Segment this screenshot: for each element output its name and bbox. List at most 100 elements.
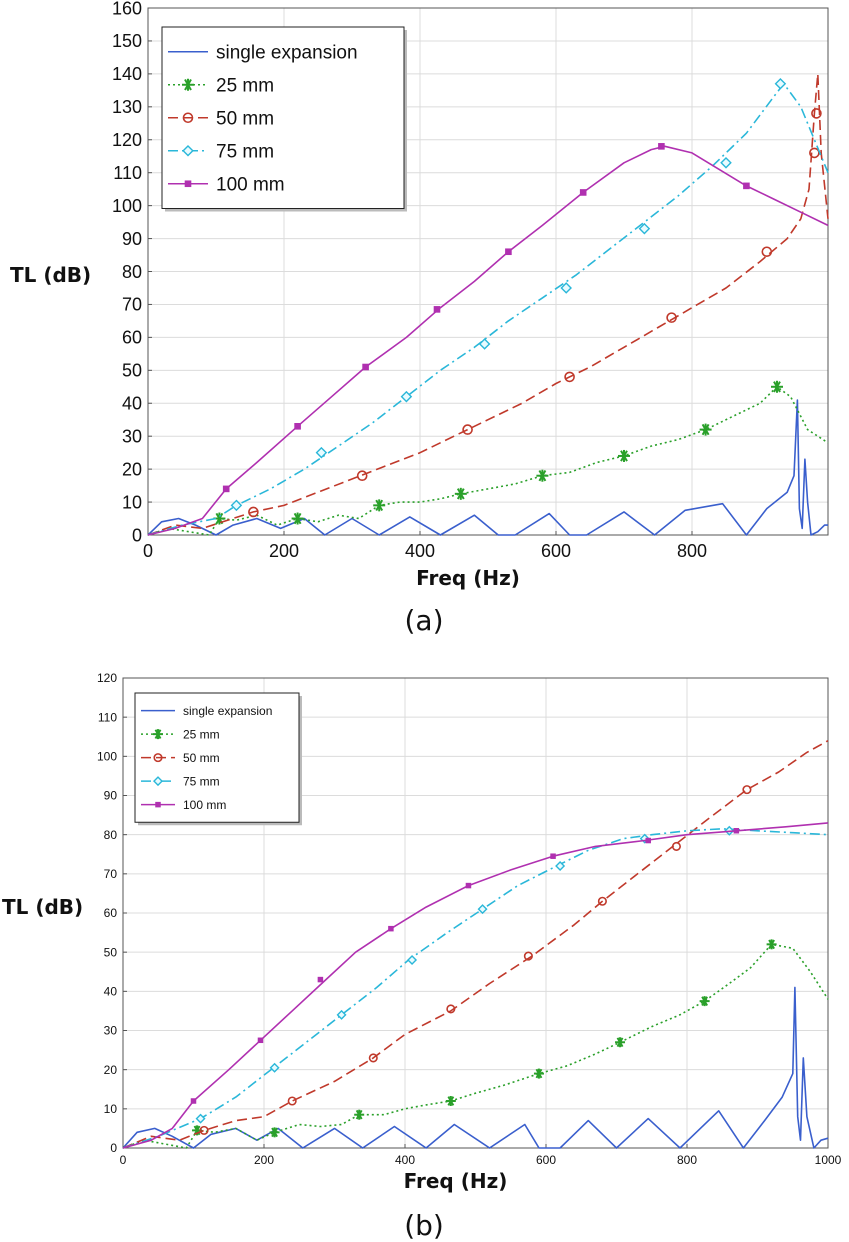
data-point [287, 1096, 297, 1106]
x-tick-label: 1000 [815, 1153, 842, 1167]
legend-marker [153, 776, 163, 787]
y-tick-label: 50 [122, 361, 142, 381]
legend: single expansion 25 mm 50 mm 75 mm 100 mm [134, 692, 302, 826]
x-axis-title: Freq (Hz) [404, 1169, 508, 1193]
legend: single expansion 25 mm 50 mm 75 mm 100 mm [161, 26, 407, 212]
x-tick-label: 200 [269, 541, 299, 561]
data-point [618, 449, 630, 462]
x-axis-title: Freq (Hz) [416, 566, 520, 590]
data-point [536, 469, 549, 482]
y-tick-label: 0 [110, 1141, 117, 1155]
data-point [615, 1037, 626, 1048]
data-point [666, 312, 677, 323]
data-point [445, 1096, 456, 1106]
data-point [462, 424, 473, 435]
data-point [291, 512, 304, 525]
data-point [269, 1062, 280, 1073]
data-point [336, 1009, 347, 1020]
data-point [743, 182, 750, 190]
y-tick-label: 30 [122, 426, 142, 446]
y-tick-label: 160 [112, 0, 142, 18]
data-point [550, 853, 556, 859]
x-tick-label: 600 [536, 1153, 556, 1167]
data-point [533, 1068, 544, 1079]
data-point [555, 861, 566, 871]
x-tick-label: 0 [143, 541, 153, 561]
legend-marker [182, 144, 194, 157]
y-axis-title: TL (dB) [10, 263, 91, 287]
y-tick-label: 70 [104, 867, 118, 881]
legend-entry-label: 75 mm [216, 141, 274, 162]
y-tick-label: 30 [104, 1024, 118, 1038]
data-point [222, 485, 230, 493]
data-point [195, 1113, 206, 1124]
data-point [564, 371, 575, 383]
data-point [478, 338, 491, 350]
data-point [190, 1098, 197, 1104]
legend-entry-label: 75 mm [183, 774, 220, 788]
panel-label: (b) [404, 1209, 444, 1242]
legend-marker [182, 112, 194, 124]
x-tick-label: 800 [677, 541, 707, 561]
data-point [523, 951, 533, 961]
y-tick-label: 90 [122, 229, 142, 249]
legend-marker [153, 753, 163, 763]
y-tick-label: 20 [104, 1063, 118, 1077]
data-point [315, 446, 328, 459]
data-point [771, 380, 783, 393]
data-point [465, 882, 472, 889]
data-point [477, 904, 488, 915]
legend-marker [153, 729, 163, 740]
y-tick-label: 110 [113, 163, 142, 183]
y-tick-label: 60 [104, 906, 118, 920]
y-tick-label: 130 [112, 97, 142, 117]
chart-panel-a: 0 10 20 30 40 50 60 70 80 90 100 110 120 130 140 150 160… [10, 0, 829, 637]
data-point [400, 390, 413, 403]
y-tick-label: 100 [112, 196, 142, 216]
y-tick-label: 100 [97, 750, 117, 764]
y-tick-label: 20 [122, 459, 142, 479]
legend-marker [155, 801, 161, 808]
series-line-50-mm [122, 740, 829, 1149]
data-point [811, 108, 822, 119]
legend-entry-label: 50 mm [183, 751, 220, 765]
y-tick-label: 80 [104, 828, 118, 842]
y-tick-label: 90 [104, 789, 118, 803]
chart-panel-b: 0 10 20 30 40 50 60 70 80 90 100 110 120 0 200 400 600 80… [2, 671, 842, 1242]
data-point [294, 423, 301, 430]
data-point [368, 1053, 378, 1063]
x-tick-label: 400 [395, 1153, 415, 1167]
series-line-single-expansion [147, 399, 828, 536]
legend-entry-label: 100 mm [183, 798, 226, 812]
y-tick-label: 10 [122, 492, 142, 512]
data-point [733, 828, 740, 834]
data-point [579, 189, 587, 196]
data-point [362, 363, 369, 371]
y-tick-label: 60 [122, 328, 142, 348]
data-point [505, 248, 512, 256]
legend-marker [182, 78, 194, 91]
data-point [454, 487, 467, 500]
legend-entry-label: single expansion [183, 704, 272, 718]
data-point [269, 1127, 280, 1138]
y-tick-label: 110 [98, 710, 117, 724]
y-tick-label: 120 [112, 130, 142, 150]
y-tick-label: 50 [104, 945, 118, 959]
data-point [248, 506, 259, 518]
x-tick-label: 200 [254, 1153, 274, 1167]
data-point [774, 77, 787, 90]
series-line-single-expansion [122, 986, 829, 1149]
legend-marker [184, 180, 192, 188]
legend-entry-label: single expansion [216, 42, 358, 63]
x-tick-label: 400 [405, 541, 435, 561]
data-point [433, 306, 441, 313]
legend-entry-label: 25 mm [216, 75, 274, 96]
y-axis-title: TL (dB) [2, 895, 83, 919]
y-tick-label: 140 [112, 64, 142, 84]
data-point [766, 939, 777, 950]
data-point [809, 147, 820, 159]
y-tick-label: 150 [112, 31, 142, 51]
x-tick-label: 800 [677, 1153, 697, 1167]
data-point [671, 841, 681, 851]
data-point [645, 837, 651, 844]
